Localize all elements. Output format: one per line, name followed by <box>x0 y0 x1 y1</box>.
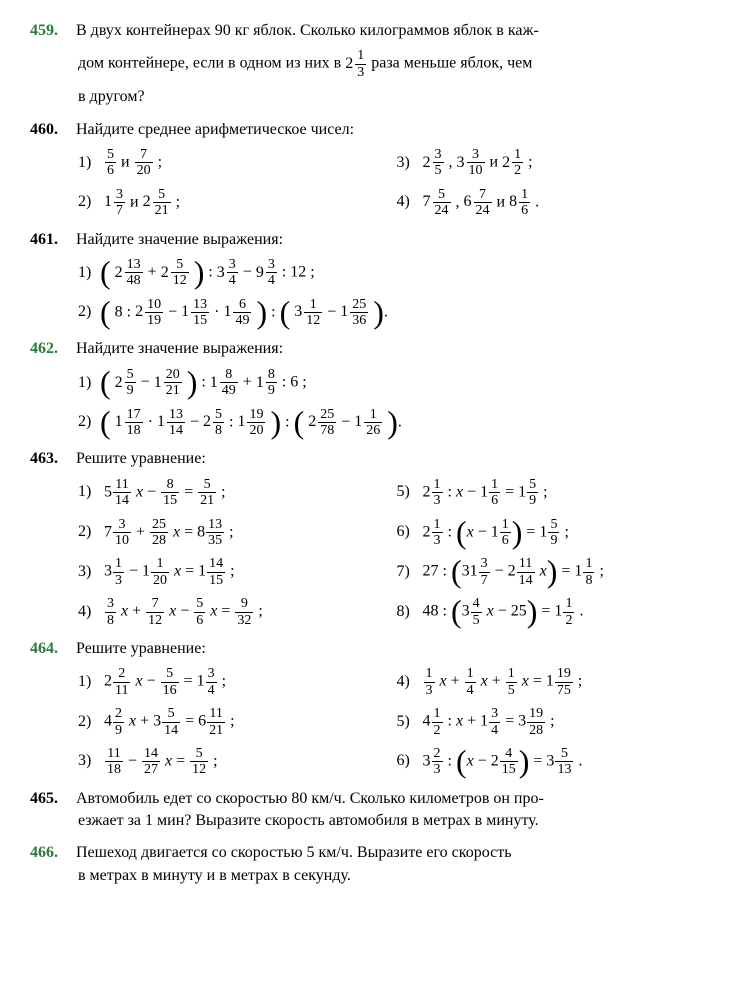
problem-line: в другом? <box>78 86 715 108</box>
problem-466: 466. Пешеход двигается со скоростью 5 км… <box>30 842 715 887</box>
subitems: 1) 51114 x − 815 = 521 ;5) 213 : x − 116… <box>78 477 715 628</box>
problem-number: 459. <box>30 20 72 42</box>
problem-line: дом контейнере, если в одном из них в 21… <box>78 48 715 80</box>
subitem: 4) 38 x + 712 x − 56 x = 932 ; <box>78 596 397 628</box>
problem-text: Пешеход двигается со скоростью 5 км/ч. В… <box>76 842 711 864</box>
subitem: 3) 1118 − 1427 x = 512 ; <box>78 746 397 778</box>
problem-title: Найдите среднее арифметическое чисел: <box>76 119 711 141</box>
subitem: 1) 2211 x − 516 = 134 ; <box>78 666 397 698</box>
problem-463: 463. Решите уравнение: 1) 51114 x − 815 … <box>30 448 715 628</box>
subitem: 2) ( 11718 · 11314 − 258 : 11920 ) : ( 2… <box>78 407 715 439</box>
problem-number: 466. <box>30 842 72 864</box>
subitem: 6) 323 : (x − 2415) = 3513 . <box>397 746 716 778</box>
problem-text: В двух контейнерах 90 кг яблок. Сколько … <box>76 20 711 42</box>
subitem: 5) 213 : x − 116 = 159 ; <box>397 477 716 509</box>
subitem: 1) ( 21348 + 2512 ) : 334 − 934 : 12 ; <box>78 257 715 289</box>
subitem: 5) 412 : x + 134 = 31928 ; <box>397 706 716 738</box>
subitem: 3) 235 , 3310 и 212 ; <box>397 147 716 179</box>
problem-title: Решите уравнение: <box>76 448 711 470</box>
problem-text: Автомобиль едет со скоростью 80 км/ч. Ск… <box>76 788 711 810</box>
subitems: 1) 56 и 720 ;3) 235 , 3310 и 212 ;2) 137… <box>78 147 715 219</box>
subitem: 4) 13 x + 14 x + 15 x = 11975 ; <box>397 666 716 698</box>
subitem: 4) 7524 , 6724 и 816 . <box>397 187 716 219</box>
problem-title: Найдите значение выражения: <box>76 338 711 360</box>
subitems: 1) ( 259 − 12021 ) : 1849 + 189 : 6 ; 2)… <box>78 367 715 439</box>
subitem: 2) 137 и 2521 ; <box>78 187 397 219</box>
problem-462: 462. Найдите значение выражения: 1) ( 25… <box>30 338 715 438</box>
problem-number: 460. <box>30 119 72 141</box>
problem-461: 461. Найдите значение выражения: 1) ( 21… <box>30 229 715 329</box>
subitems: 1) ( 21348 + 2512 ) : 334 − 934 : 12 ; 2… <box>78 257 715 329</box>
subitem: 7) 27 : (3137 − 21114 x) = 118 ; <box>397 556 716 588</box>
problem-465: 465. Автомобиль едет со скоростью 80 км/… <box>30 788 715 833</box>
subitem: 1) ( 259 − 12021 ) : 1849 + 189 : 6 ; <box>78 367 715 399</box>
subitem: 1) 56 и 720 ; <box>78 147 397 179</box>
subitems: 1) 2211 x − 516 = 134 ;4) 13 x + 14 x + … <box>78 666 715 777</box>
mixed-fraction: 213 <box>345 48 367 80</box>
problem-number: 464. <box>30 638 72 660</box>
problem-title: Решите уравнение: <box>76 638 711 660</box>
subitem: 3) 313 − 1120 x = 11415 ; <box>78 556 397 588</box>
problem-number: 461. <box>30 229 72 251</box>
subitem: 6) 213 : (x − 116) = 159 ; <box>397 517 716 549</box>
subitem: 8) 48 : (345 x − 25) = 112 . <box>397 596 716 628</box>
problem-line: в метрах в минуту и в метрах в секунду. <box>78 865 715 887</box>
problem-459: 459. В двух контейнерах 90 кг яблок. Ско… <box>30 20 715 109</box>
problem-464: 464. Решите уравнение: 1) 2211 x − 516 =… <box>30 638 715 778</box>
subitem: 2) ( 8 : 21019 − 11315 · 1649 ) : ( 3112… <box>78 297 715 329</box>
problem-number: 465. <box>30 788 72 810</box>
problem-460: 460. Найдите среднее арифметическое чисе… <box>30 119 715 219</box>
problem-title: Найдите значение выражения: <box>76 229 711 251</box>
problem-number: 462. <box>30 338 72 360</box>
problem-number: 463. <box>30 448 72 470</box>
subitem: 2) 429 x + 3514 = 61121 ; <box>78 706 397 738</box>
problem-line: езжает за 1 мин? Выразите скорость автом… <box>78 810 715 832</box>
subitem: 2) 7310 + 2528 x = 81335 ; <box>78 517 397 549</box>
subitem: 1) 51114 x − 815 = 521 ; <box>78 477 397 509</box>
